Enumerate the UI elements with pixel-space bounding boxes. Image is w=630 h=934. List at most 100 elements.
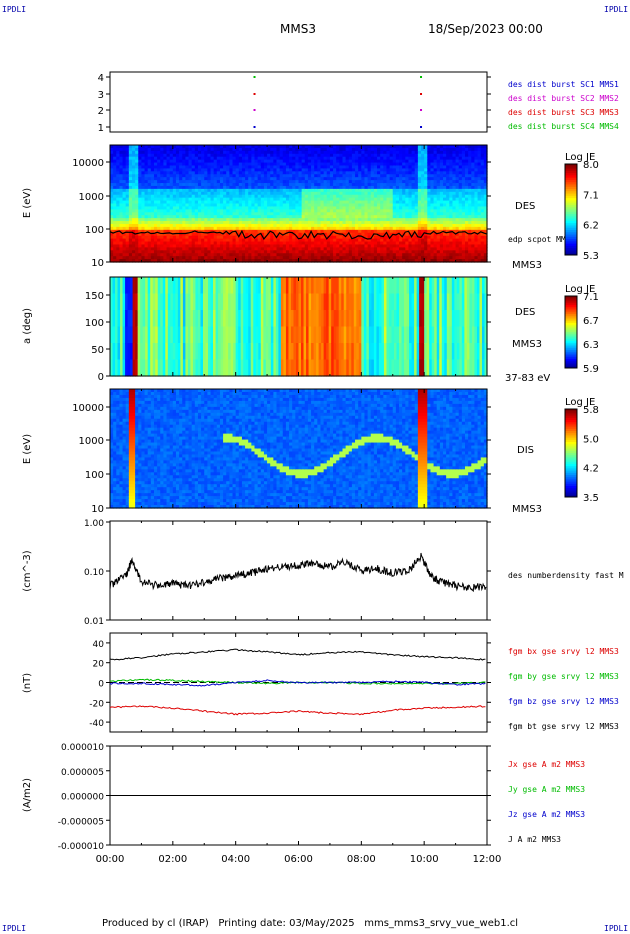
panel2-cell [386,191,391,196]
panel2-cell [367,162,372,167]
panel2-cell [301,215,306,219]
panel2-cell [377,150,381,155]
panel3-cell [137,293,141,311]
panel2-cell [411,197,416,202]
panel2-cell [119,200,124,205]
panel2-cell [380,221,384,225]
panel2-cell [251,206,256,210]
panel2-cell [229,165,234,169]
panel2-cell [248,200,252,205]
panel2-cell [185,244,190,248]
panel2-cell [201,229,205,234]
panel2-cell [229,232,234,237]
panel2-cell [301,203,306,208]
panel2-cell [436,197,441,202]
panel2-cell [160,177,165,181]
panel2-cell [320,153,325,158]
panel2-cell [235,250,240,254]
footer-producer: Produced by cl (IRAP) [102,918,209,929]
panel2-cell [276,145,281,149]
panel2-cell [336,153,340,158]
panel2-cell [110,232,114,237]
panel2-cell [399,177,403,181]
panel2-cell [182,159,186,164]
panel2-cell [216,188,221,193]
panel2-cell [279,147,284,152]
panel2-cell [116,165,121,169]
panel2-cell [185,177,190,181]
panel2-cell [245,150,249,155]
panel2-cell [411,215,416,219]
panel2-cell [427,180,432,184]
panel2-cell [389,191,394,196]
panel2-cell [128,156,133,161]
panel2-cell [298,218,303,222]
panel2-cell [417,145,422,149]
panel2-cell [458,162,463,167]
panel2-cell [301,247,306,251]
panel2-cell [411,226,416,231]
panel2-cell [175,226,180,231]
panel2-cell [370,197,375,202]
panel2-cell [468,147,472,152]
panel2-cell [191,244,196,248]
panel2-cell [207,159,212,164]
panel2-cell [292,191,296,196]
panel2-cell [474,250,479,254]
panel2-cell [364,159,369,164]
panel2-cell [226,215,230,219]
panel2-cell [430,241,435,246]
panel2-cell [163,223,168,228]
panel2-cell [157,156,161,161]
panel2-cell [122,238,127,243]
panel2-cell [204,244,208,248]
panel2-cell [311,150,315,155]
panel2-cell [480,145,485,149]
panel2-cell [439,203,444,208]
panel2-cell [417,171,422,175]
panel2-cell [238,180,243,184]
panel2-cell [373,247,378,251]
panel2-cell [421,168,425,172]
panel2-cell [461,185,466,190]
panel2-cell [427,232,432,237]
panel2-cell [201,177,205,181]
panel2-cell [320,156,325,161]
panel2-cell [383,180,388,184]
panel2-colorbar-band [565,184,577,188]
panel2-cell [273,171,278,175]
panel2-cell [282,218,287,222]
panel2-cell [226,200,230,205]
panel2-cell [411,244,416,248]
panel2-cell [355,250,359,254]
panel2-cell [226,253,230,257]
panel2-cell [351,156,356,161]
panel2-cell [301,229,306,234]
panel2-cell [263,238,268,243]
panel2-cell [175,153,180,158]
panel2-cell [336,183,340,187]
panel2-cell [483,256,488,260]
panel2-cell [339,226,344,231]
panel2-cell [386,226,391,231]
panel2-cell [439,188,444,193]
panel2-cell [150,235,155,240]
panel2-cell [348,226,353,231]
panel2-cell [301,183,306,187]
panel2-cell [260,241,265,246]
panel2-cell [373,221,378,225]
panel2-cell [248,215,252,219]
panel2-cell [131,191,136,196]
panel2-cell [282,238,287,243]
panel2-cell [295,238,300,243]
panel2-cell [443,180,447,184]
panel1-legend-0: des dist burst SC1 MMS1 [508,80,619,89]
panel2-cell [128,232,133,237]
panel2-cell [160,145,165,149]
panel2-cell [339,241,344,246]
panel2-cell [179,235,183,240]
panel2-cell [311,147,315,152]
panel2-cell [465,177,469,181]
panel2-cell [135,150,139,155]
panel2-cell [480,197,485,202]
